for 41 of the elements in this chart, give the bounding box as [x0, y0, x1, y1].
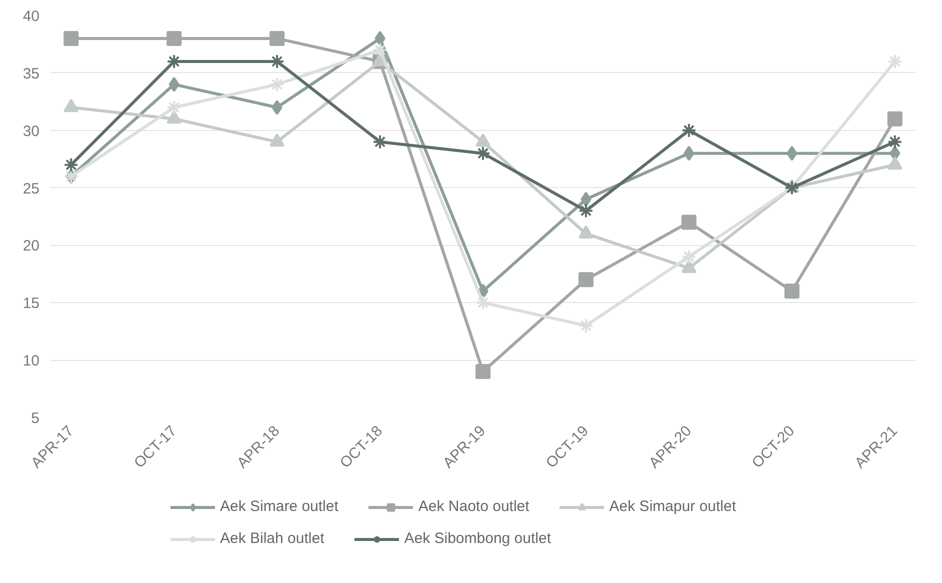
legend-label: Aek Bilah outlet	[220, 530, 324, 547]
point	[786, 146, 798, 161]
point	[166, 100, 182, 115]
y-tick-label: 20	[22, 238, 40, 255]
point	[476, 364, 490, 380]
point	[64, 157, 79, 172]
point	[578, 272, 594, 288]
y-tick-label: 30	[22, 122, 40, 140]
y-tick-label: 10	[22, 352, 40, 370]
point	[372, 134, 388, 150]
point	[684, 146, 694, 161]
point	[681, 214, 696, 230]
point	[681, 249, 696, 264]
point	[64, 30, 79, 46]
point	[580, 192, 592, 207]
y-tick-label: 15	[22, 295, 40, 312]
y-tick-label: 40	[22, 8, 40, 25]
point	[372, 42, 388, 58]
point	[374, 30, 386, 46]
point	[681, 122, 696, 138]
point	[784, 284, 800, 299]
point	[887, 134, 902, 150]
y-tick-label: 25	[22, 180, 40, 198]
point	[578, 318, 594, 334]
legend-label: Aek Simapur outlet	[609, 498, 736, 515]
point	[272, 100, 282, 115]
legend-label: Aek Sibombong outlet	[404, 530, 551, 547]
point	[476, 146, 490, 161]
point	[270, 76, 285, 92]
y-tick-label: 35	[22, 65, 40, 82]
point	[476, 295, 490, 310]
legend-label: Aek Simare outlet	[220, 498, 338, 515]
point	[270, 54, 285, 69]
point	[168, 76, 180, 92]
point	[270, 30, 285, 46]
legend-label: Aek Naoto outlet	[418, 498, 530, 515]
y-tick-label: 5	[31, 410, 40, 427]
point	[166, 30, 182, 46]
point	[578, 203, 594, 218]
point	[887, 111, 902, 126]
point	[887, 54, 902, 69]
